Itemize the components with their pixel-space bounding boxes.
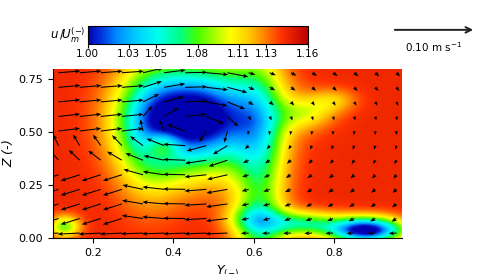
X-axis label: $Y_{(-)}$: $Y_{(-)}$ bbox=[216, 264, 239, 274]
Text: $0.10\ \mathrm{m\ s^{-1}}$: $0.10\ \mathrm{m\ s^{-1}}$ bbox=[405, 40, 463, 54]
Y-axis label: $Z$ (-): $Z$ (-) bbox=[0, 139, 16, 167]
Text: $u\,/\!U_m^{(-)}$: $u\,/\!U_m^{(-)}$ bbox=[50, 26, 85, 45]
